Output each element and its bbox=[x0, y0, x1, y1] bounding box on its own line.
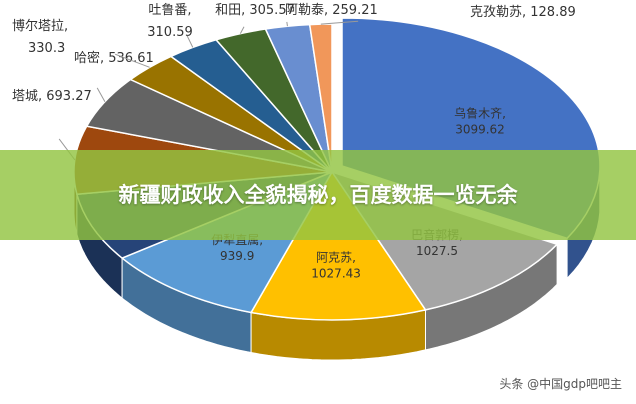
slice-label: 克孜勒苏, 128.89 bbox=[470, 4, 576, 20]
leader-line bbox=[286, 21, 288, 27]
slice-label: 939.9 bbox=[220, 249, 254, 263]
slice-label: 吐鲁番, bbox=[148, 3, 191, 18]
slice-label: 330.3 bbox=[28, 41, 65, 56]
slice-label: 博尔塔拉, bbox=[12, 19, 68, 34]
slice-label: 乌鲁木齐, bbox=[454, 106, 506, 121]
slice-label: 1027.5 bbox=[416, 244, 458, 258]
leader-line bbox=[96, 87, 106, 102]
slice-label: 1027.43 bbox=[311, 267, 361, 281]
slice-label: 和田, 305.57 bbox=[215, 3, 295, 18]
leader-line bbox=[320, 20, 359, 25]
slice-label: 阿克苏, bbox=[316, 251, 356, 265]
leader-line bbox=[115, 53, 150, 68]
slice-label: 哈密, 536.61 bbox=[74, 50, 154, 66]
pie-slice bbox=[308, 23, 333, 173]
pie-slice bbox=[249, 170, 427, 321]
slice-label: 阿勒泰, 259.21 bbox=[285, 3, 378, 18]
leader-line bbox=[186, 35, 194, 48]
slice-label: 310.59 bbox=[147, 25, 193, 40]
title-banner: 新疆财政收入全貌揭秘，百度数据一览无余 bbox=[0, 150, 636, 240]
leader-line bbox=[239, 26, 245, 34]
banner-title: 新疆财政收入全貌揭秘，百度数据一览无余 bbox=[118, 183, 518, 207]
slice-label: 3099.62 bbox=[455, 123, 505, 137]
watermark: 头条 @中国gdp吧吧主 bbox=[499, 377, 622, 391]
slice-label: 塔城, 693.27 bbox=[12, 89, 92, 104]
